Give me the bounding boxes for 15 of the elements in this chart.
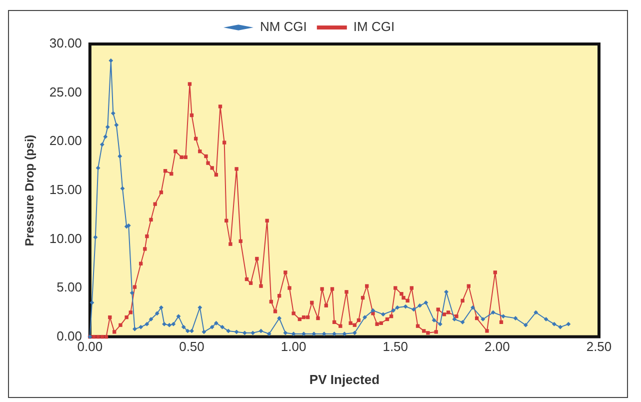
y-tick-label: 15.00: [49, 182, 82, 197]
y-tick-label: 30.00: [49, 36, 82, 51]
x-tick-label: 2.50: [586, 339, 612, 354]
y-tick-label: 20.00: [49, 133, 82, 148]
y-tick-label: 10.00: [49, 230, 82, 246]
y-axis-title: Pressure Drop (psi): [22, 134, 37, 246]
x-tick-label: 0.50: [179, 339, 204, 354]
x-tick-label: 1.00: [280, 339, 306, 354]
x-tick-label: 1.50: [382, 339, 408, 354]
y-tick-label: 25.00: [49, 84, 82, 100]
legend-label: NM CGI: [260, 19, 307, 34]
x-axis-title: PV Injected: [309, 372, 380, 387]
legend-label: IM CGI: [353, 19, 395, 34]
x-tick-label: 2.00: [484, 339, 510, 354]
y-tick-label: 5.00: [56, 280, 82, 295]
